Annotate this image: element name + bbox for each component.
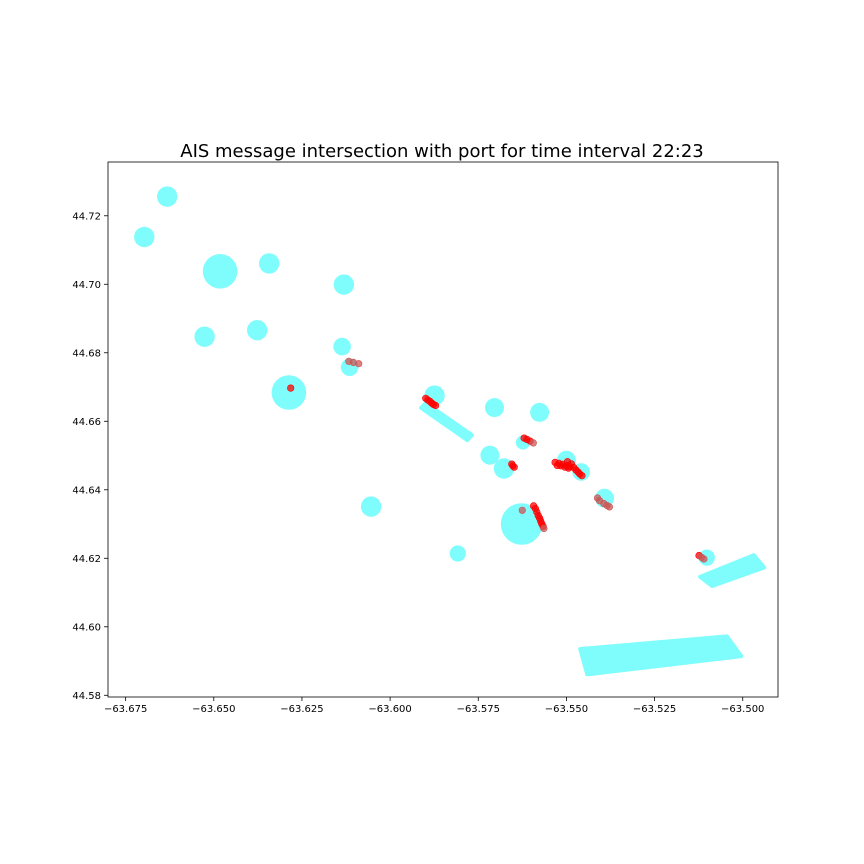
x-tick-label: −63.525 bbox=[633, 704, 676, 715]
y-axis: 44.58 44.60 44.62 44.64 44.66 44.68 44.70 44.72 bbox=[72, 211, 108, 702]
ais-point-47 bbox=[518, 506, 526, 514]
y-tick-label: 44.64 bbox=[72, 485, 101, 496]
ais-point-3 bbox=[355, 360, 363, 368]
y-tick-label: 44.68 bbox=[72, 348, 101, 359]
y-tick-label: 44.60 bbox=[72, 622, 101, 633]
x-axis: −63.675 −63.650 −63.625 −63.600 −63.575 −63.5… bbox=[104, 697, 764, 715]
ais-point-46 bbox=[540, 524, 548, 533]
port-circle-14 bbox=[480, 445, 500, 465]
port-circle-11 bbox=[485, 398, 504, 418]
ais-point-0 bbox=[287, 384, 295, 392]
x-tick-label: −63.675 bbox=[104, 704, 147, 715]
x-tick-label: −63.575 bbox=[457, 704, 500, 715]
y-tick-label: 44.58 bbox=[72, 691, 101, 702]
port-polygon-1 bbox=[698, 553, 767, 588]
port-circle-1 bbox=[134, 226, 155, 248]
x-tick-label: −63.550 bbox=[545, 704, 588, 715]
port-circle-9 bbox=[271, 375, 307, 410]
port-circle-6 bbox=[247, 320, 268, 341]
y-tick-label: 44.72 bbox=[72, 211, 101, 222]
port-circle-3 bbox=[259, 253, 280, 274]
chart-title: AIS message intersection with port for t… bbox=[180, 141, 704, 162]
port-polygon-2 bbox=[578, 634, 744, 677]
ais-point-13 bbox=[529, 439, 537, 447]
x-tick-label: −63.650 bbox=[192, 704, 235, 715]
port-circle-12 bbox=[530, 402, 550, 422]
port-circle-20 bbox=[500, 503, 543, 545]
ais-point-37 bbox=[605, 503, 614, 511]
port-circle-4 bbox=[333, 274, 355, 295]
ais-messages-layer bbox=[287, 357, 708, 563]
port-circle-19 bbox=[360, 496, 382, 517]
port-circle-2 bbox=[202, 253, 238, 289]
x-tick-label: −63.500 bbox=[721, 704, 764, 715]
port-circle-7 bbox=[333, 337, 351, 356]
y-tick-label: 44.66 bbox=[72, 417, 101, 428]
port-circle-21 bbox=[449, 545, 466, 562]
ais-point-32 bbox=[578, 472, 586, 480]
ais-point-9 bbox=[432, 401, 440, 410]
x-tick-label: −63.625 bbox=[280, 704, 323, 715]
x-tick-label: −63.600 bbox=[368, 704, 411, 715]
y-tick-label: 44.70 bbox=[72, 280, 101, 291]
ais-point-50 bbox=[700, 555, 708, 563]
port-circle-5 bbox=[194, 326, 215, 347]
y-tick-label: 44.62 bbox=[72, 554, 101, 565]
port-circle-0 bbox=[157, 186, 178, 207]
plot-frame bbox=[107, 161, 779, 698]
ais-point-16 bbox=[510, 463, 518, 471]
port-polygon-0 bbox=[419, 401, 474, 443]
